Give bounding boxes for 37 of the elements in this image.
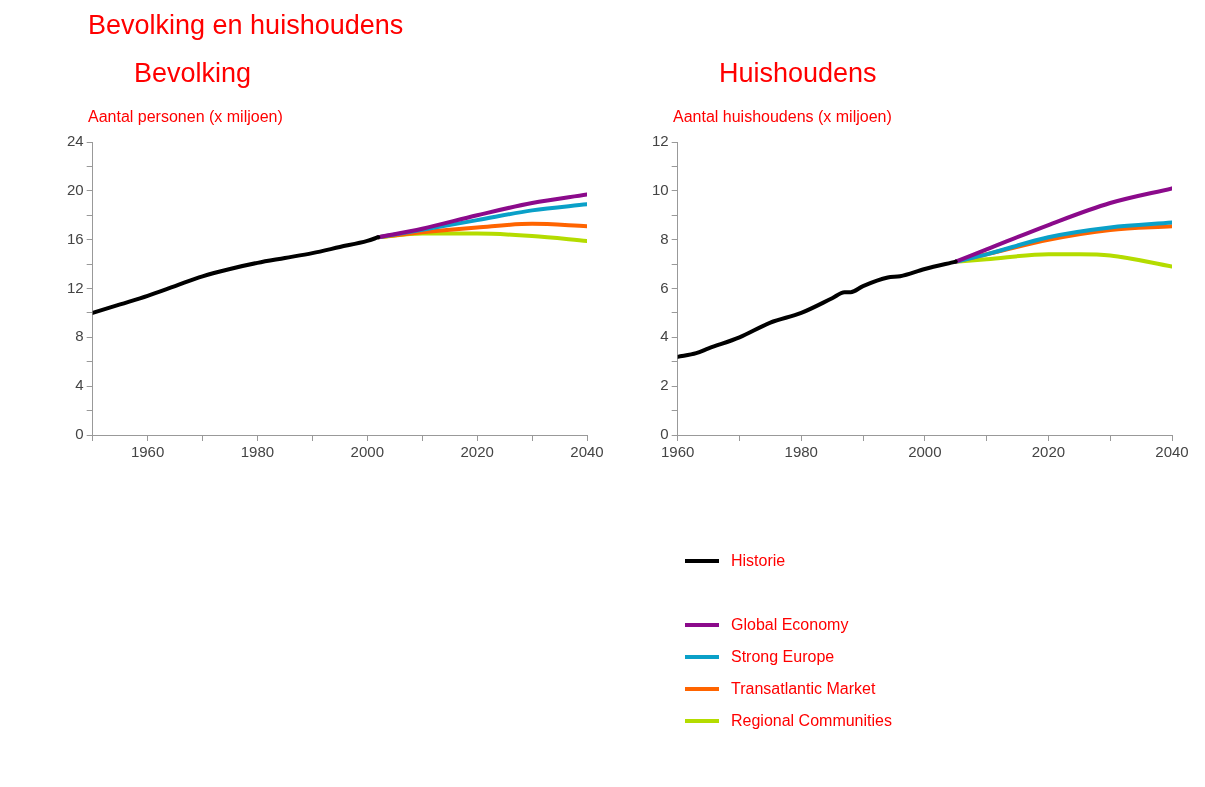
y-axis-title: Aantal personen (x miljoen) xyxy=(87,108,284,127)
y-tick-label: 12 xyxy=(652,132,669,150)
y-axis-title: Aantal huishoudens (x miljoen) xyxy=(672,108,893,127)
x-tick-label: 2000 xyxy=(350,443,384,461)
chart-title: Bevolking en huishoudens xyxy=(87,10,405,42)
x-tick-label: 2000 xyxy=(908,443,942,461)
x-tick-label: 2040 xyxy=(1155,443,1189,461)
y-tick-label: 0 xyxy=(75,425,84,443)
y-tick-label: 24 xyxy=(67,132,84,150)
legend-label: Strong Europe xyxy=(731,648,835,666)
y-tick-label: 4 xyxy=(75,376,84,394)
line-series xyxy=(677,259,958,359)
y-tick-label: 16 xyxy=(67,229,84,247)
y-tick-label: 4 xyxy=(660,327,669,345)
x-tick-label: 1980 xyxy=(784,443,818,461)
x-tick-label: 2020 xyxy=(1031,443,1066,461)
legend-label: Transatlantic Market xyxy=(731,680,876,698)
y-tick-label: 10 xyxy=(652,180,669,198)
y-tick-label: 12 xyxy=(67,278,84,296)
y-tick-label: 6 xyxy=(660,278,669,296)
y-tick-label: 2 xyxy=(660,376,669,394)
y-tick-label: 8 xyxy=(75,327,84,345)
line-series xyxy=(92,235,381,315)
x-tick-label: 1960 xyxy=(661,443,695,461)
legend-label: Regional Communities xyxy=(731,712,892,730)
y-tick-label: 8 xyxy=(660,229,669,247)
chart-subtitle: Bevolking xyxy=(133,57,253,90)
legend-label: Global Economy xyxy=(731,616,849,634)
x-tick-label: 2040 xyxy=(570,443,604,461)
x-tick-label: 2020 xyxy=(460,443,494,461)
x-tick-label: 1960 xyxy=(130,443,165,461)
y-tick-label: 0 xyxy=(660,425,669,443)
y-tick-label: 20 xyxy=(67,180,84,198)
legend-label: Historie xyxy=(731,552,786,570)
chart-title: Huishoudens xyxy=(718,57,878,90)
x-tick-label: 1980 xyxy=(240,443,275,461)
line-series xyxy=(953,186,1172,264)
